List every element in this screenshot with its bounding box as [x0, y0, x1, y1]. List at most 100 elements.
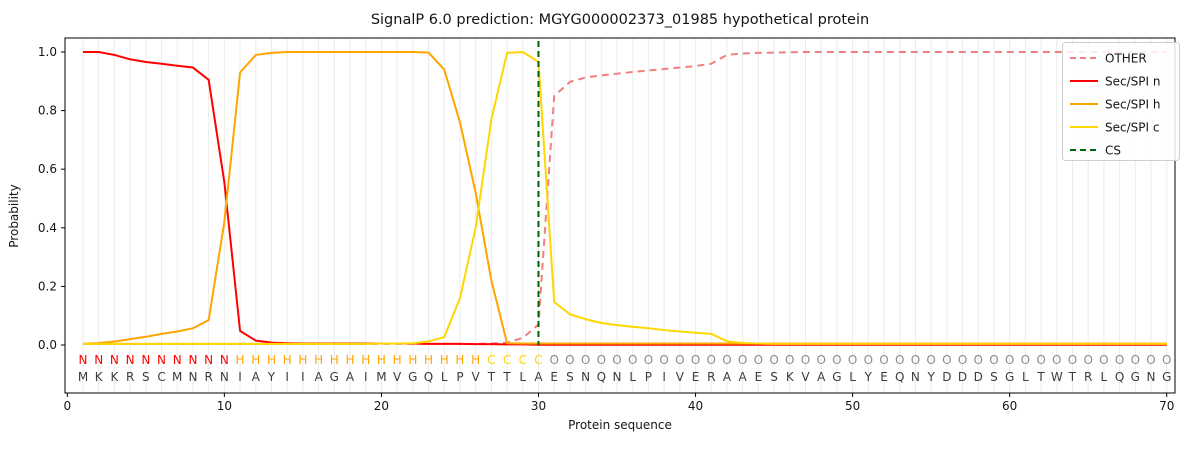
- residue-class-letter: C: [503, 353, 511, 367]
- probability-curves: [82, 51, 1167, 346]
- residue-letter: N: [220, 370, 229, 384]
- residue-class-letter: O: [628, 353, 637, 367]
- residue-class-letter: H: [424, 353, 433, 367]
- residue-letter: E: [880, 370, 888, 384]
- residue-class-letter: H: [361, 353, 370, 367]
- y-tick-label: 0.2: [38, 279, 57, 293]
- residue-letter: A: [346, 370, 355, 384]
- residue-letter: L: [1101, 370, 1108, 384]
- residue-class-letter: O: [785, 353, 794, 367]
- residue-letter: N: [911, 370, 920, 384]
- residue-class-letter: O: [581, 353, 590, 367]
- residue-class-letter: O: [1083, 353, 1092, 367]
- y-tick-label: 0.0: [38, 338, 57, 352]
- legend: OTHER Sec/SPI n Sec/SPI h Sec/SPI c CS: [1062, 42, 1180, 161]
- x-tick-label: 20: [374, 399, 389, 413]
- residue-class-letter: O: [848, 353, 857, 367]
- residue-letter: S: [142, 370, 150, 384]
- residue-letter: Q: [424, 370, 433, 384]
- series-line-sec-spi-h: [82, 51, 1167, 345]
- x-axis-ticks: 0 10 20 30 40 50 60 70: [63, 393, 1174, 413]
- residue-letter: R: [1084, 370, 1092, 384]
- residue-class-letter: O: [612, 353, 621, 367]
- residue-letter: V: [801, 370, 810, 384]
- residue-class-letter: H: [283, 353, 292, 367]
- residue-class-letter: O: [989, 353, 998, 367]
- residue-class-letter: O: [1146, 353, 1155, 367]
- legend-label: Sec/SPI n: [1105, 75, 1160, 89]
- legend-label: Sec/SPI h: [1105, 98, 1160, 112]
- legend-box: [1062, 42, 1180, 161]
- residue-class-letter: N: [94, 353, 103, 367]
- residue-class-letter: O: [1162, 353, 1171, 367]
- residue-letter: A: [817, 370, 826, 384]
- x-tick-label: 0: [63, 399, 71, 413]
- residue-letter: Y: [267, 370, 276, 384]
- residue-class-letter: O: [864, 353, 873, 367]
- x-tick-label: 40: [688, 399, 703, 413]
- residue-letter: G: [330, 370, 339, 384]
- residue-class-letter: N: [220, 353, 229, 367]
- residue-letter: I: [238, 370, 242, 384]
- y-tick-label: 1.0: [38, 45, 57, 59]
- residue-letter: S: [770, 370, 778, 384]
- residue-letter: G: [832, 370, 841, 384]
- residue-class-letter: O: [738, 353, 747, 367]
- residue-class-letter: C: [534, 353, 542, 367]
- residue-letter: M: [172, 370, 182, 384]
- residue-letter: N: [188, 370, 197, 384]
- residue-class-letter: H: [377, 353, 386, 367]
- residue-letter: D: [942, 370, 951, 384]
- residue-letter: Y: [864, 370, 873, 384]
- grid-lines: [82, 38, 1168, 393]
- residue-letter: A: [252, 370, 261, 384]
- residue-class-letter: H: [471, 353, 480, 367]
- residue-letter: K: [95, 370, 104, 384]
- residue-letter: R: [126, 370, 134, 384]
- residue-letter: L: [519, 370, 526, 384]
- residue-letter: P: [645, 370, 652, 384]
- residue-class-letter: O: [754, 353, 763, 367]
- residue-letter: I: [301, 370, 305, 384]
- residue-letter: Q: [597, 370, 606, 384]
- residue-letter: G: [1005, 370, 1014, 384]
- series-line-sec-spi-c: [83, 51, 1167, 345]
- residue-class-letter: H: [236, 353, 245, 367]
- residue-class-letter: O: [549, 353, 558, 367]
- residue-class-letter: O: [597, 353, 606, 367]
- x-tick-label: 70: [1159, 399, 1174, 413]
- residue-letter: P: [456, 370, 463, 384]
- residue-letter: K: [110, 370, 119, 384]
- residue-letter: G: [1162, 370, 1171, 384]
- residue-letter: C: [157, 370, 165, 384]
- residue-letter: I: [285, 370, 289, 384]
- residue-class-letter: H: [345, 353, 354, 367]
- residue-class-letter: O: [565, 353, 574, 367]
- axes-frame: [64, 37, 1176, 394]
- y-axis-ticks: 0.0 0.2 0.4 0.6 0.8 1.0: [38, 45, 65, 352]
- residue-letter: L: [441, 370, 448, 384]
- series-line-sec-spi-n: [83, 51, 1167, 346]
- residue-class-letter: O: [644, 353, 653, 367]
- residue-letter: N: [1147, 370, 1156, 384]
- residue-letter: A: [314, 370, 323, 384]
- residue-class-letter: O: [769, 353, 778, 367]
- residue-class-letter: O: [707, 353, 716, 367]
- residue-class-letter: O: [1036, 353, 1045, 367]
- residue-class-letter: H: [393, 353, 402, 367]
- residue-letter: R: [204, 370, 212, 384]
- residue-class-letter: O: [1131, 353, 1140, 367]
- residue-class-letter: O: [1099, 353, 1108, 367]
- residue-class-letter: O: [801, 353, 810, 367]
- residue-class-letter: C: [487, 353, 495, 367]
- x-tick-label: 60: [1002, 399, 1017, 413]
- chart-title: SignalP 6.0 prediction: MGYG000002373_01…: [370, 12, 870, 28]
- residue-class-letter: O: [958, 353, 967, 367]
- residue-class-letter: O: [942, 353, 951, 367]
- x-tick-label: 30: [531, 399, 546, 413]
- residue-class-letter: O: [974, 353, 983, 367]
- legend-label: CS: [1105, 144, 1121, 158]
- residue-class-letter: N: [157, 353, 166, 367]
- residue-class-letter: O: [691, 353, 700, 367]
- x-axis-label: Protein sequence: [568, 418, 672, 432]
